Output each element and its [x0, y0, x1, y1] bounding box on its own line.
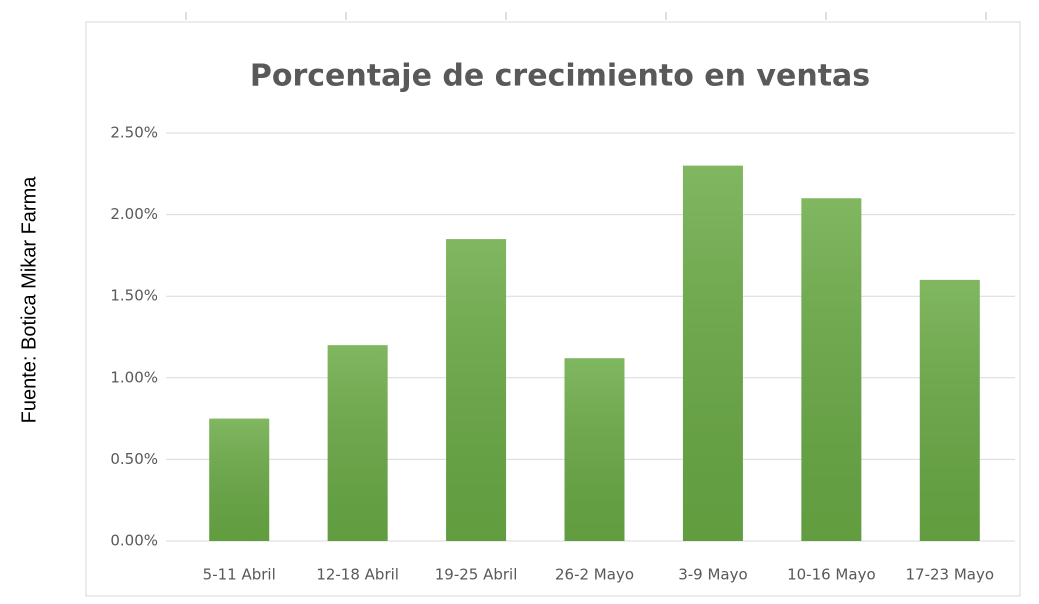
- y-tick-label: 0.50%: [110, 450, 158, 468]
- bar-shade: [801, 198, 862, 541]
- bar-shade: [919, 279, 980, 541]
- y-tick-label: 2.50%: [110, 124, 158, 142]
- chart-title: Porcentaje de crecimiento en ventas: [250, 59, 870, 94]
- bar-shade: [209, 418, 270, 541]
- x-tick-label: 3-9 Mayo: [678, 566, 747, 584]
- y-tick-label: 1.00%: [110, 368, 158, 386]
- source-note: Fuente: Botica Mikar Farma: [18, 176, 40, 424]
- bar-shade: [564, 358, 625, 541]
- x-tick-label: 5-11 Abril: [203, 566, 276, 584]
- y-tick-label: 1.50%: [110, 287, 158, 305]
- bar-shade: [446, 239, 507, 541]
- x-tick-label: 19-25 Abril: [435, 566, 518, 584]
- y-tick-label: 2.00%: [110, 205, 158, 223]
- y-tick-label: 0.00%: [110, 532, 158, 550]
- ruler: [185, 12, 987, 20]
- bar-shade: [327, 345, 388, 541]
- bar-shade: [682, 165, 743, 541]
- x-tick-label: 12-18 Abril: [316, 566, 399, 584]
- x-tick-label: 10-16 Mayo: [787, 566, 876, 584]
- x-tick-label: 26-2 Mayo: [555, 566, 634, 584]
- x-tick-label: 17-23 Mayo: [906, 566, 995, 584]
